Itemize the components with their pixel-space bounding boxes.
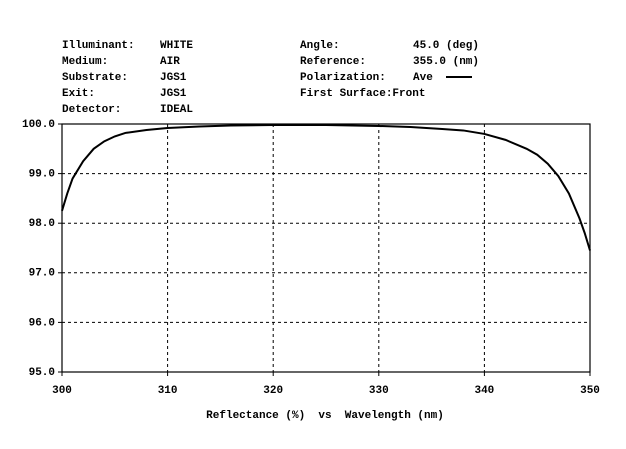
y-tick-label: 98.0 [29, 218, 55, 230]
info-label: Detector: [62, 104, 121, 116]
info-value: JGS1 [160, 72, 187, 84]
info-label: Substrate: [62, 72, 128, 84]
legend-label: Ave [413, 72, 433, 84]
info-label: Exit: [62, 88, 95, 100]
x-tick-label: 320 [263, 385, 283, 397]
x-tick-label: 340 [474, 385, 494, 397]
y-tick-label: 100.0 [22, 119, 55, 131]
info-label: Polarization: [300, 72, 386, 84]
series-line [61, 123, 591, 251]
x-tick-label: 300 [52, 385, 72, 397]
info-value: 45.0 (deg) [413, 40, 479, 52]
info-value: AIR [160, 56, 180, 68]
y-tick-label: 97.0 [29, 268, 55, 280]
info-value: 355.0 (nm) [413, 56, 479, 68]
y-tick-label: 99.0 [29, 169, 55, 181]
y-tick-label: 95.0 [29, 367, 55, 379]
info-value: IDEAL [160, 104, 193, 116]
info-label: First Surface:Front [300, 88, 425, 100]
plot-frame [61, 123, 591, 373]
info-label: Reference: [300, 56, 366, 68]
x-axis-label: Reflectance (%) vs Wavelength (nm) [206, 410, 444, 422]
info-value: WHITE [160, 40, 193, 52]
info-value: JGS1 [160, 88, 187, 100]
y-tick-label: 96.0 [29, 317, 55, 329]
x-tick-label: 310 [158, 385, 178, 397]
x-tick-label: 330 [369, 385, 389, 397]
info-label: Medium: [62, 56, 108, 68]
info-label: Illuminant: [62, 40, 135, 52]
x-tick-label: 350 [580, 385, 600, 397]
info-label: Angle: [300, 40, 340, 52]
